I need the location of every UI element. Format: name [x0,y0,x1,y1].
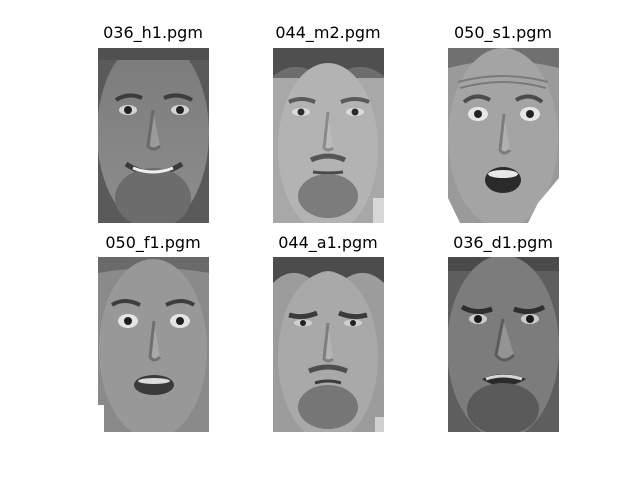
face-image [98,257,209,432]
panel-title: 050_f1.pgm [105,233,201,252]
face-image [98,48,209,223]
panel-title: 036_d1.pgm [453,233,553,252]
face-image [273,257,384,432]
panel-title: 044_a1.pgm [278,233,378,252]
face-image [448,257,559,432]
panel-title: 036_h1.pgm [103,23,203,42]
face-image [273,48,384,223]
panel-title: 044_m2.pgm [275,23,381,42]
panel-title: 050_s1.pgm [453,23,553,42]
face-image [448,48,559,223]
